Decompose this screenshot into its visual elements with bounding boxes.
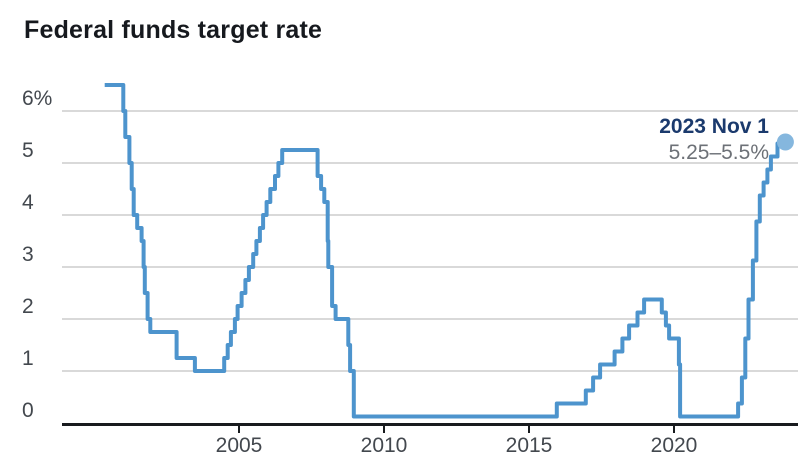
y-axis-labels: 0 1 2 3 4 5 6%	[22, 87, 52, 422]
x-axis: 2005 2010 2015 2020	[62, 423, 798, 457]
y-tick-label: 5	[22, 139, 34, 162]
y-tick-label: 4	[22, 191, 34, 214]
x-tick-label: 2015	[506, 434, 553, 457]
x-tick-label: 2020	[651, 434, 698, 457]
x-tick-label: 2005	[216, 434, 263, 457]
chart-title: Federal funds target rate	[24, 16, 323, 44]
y-tick-label: 2	[22, 295, 34, 318]
x-tick-label: 2010	[361, 434, 408, 457]
y-tick-label: 0	[22, 399, 34, 422]
y-tick-label: 1	[22, 347, 34, 370]
annotation-rate: 5.25–5.5%	[669, 141, 769, 164]
annotation-date: 2023 Nov 1	[659, 115, 769, 138]
y-tick-label: 3	[22, 243, 34, 266]
rate-line[interactable]	[104, 83, 786, 419]
y-tick-label: 6%	[22, 87, 52, 110]
end-dot[interactable]	[776, 133, 794, 151]
gridlines	[62, 110, 798, 372]
